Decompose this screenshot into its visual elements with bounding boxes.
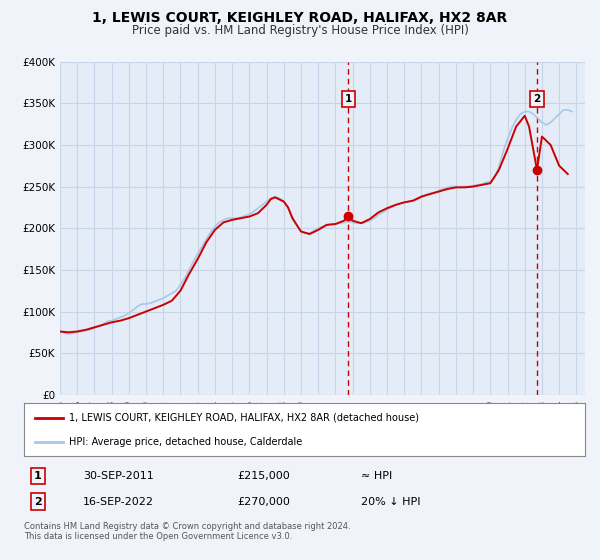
Text: 1, LEWIS COURT, KEIGHLEY ROAD, HALIFAX, HX2 8AR: 1, LEWIS COURT, KEIGHLEY ROAD, HALIFAX, … (92, 11, 508, 25)
Text: Contains HM Land Registry data © Crown copyright and database right 2024.
This d: Contains HM Land Registry data © Crown c… (24, 522, 350, 542)
Text: 20% ↓ HPI: 20% ↓ HPI (361, 497, 420, 507)
Text: 1, LEWIS COURT, KEIGHLEY ROAD, HALIFAX, HX2 8AR (detached house): 1, LEWIS COURT, KEIGHLEY ROAD, HALIFAX, … (69, 413, 419, 423)
Text: 16-SEP-2022: 16-SEP-2022 (83, 497, 154, 507)
Text: HPI: Average price, detached house, Calderdale: HPI: Average price, detached house, Cald… (69, 437, 302, 447)
Text: Price paid vs. HM Land Registry's House Price Index (HPI): Price paid vs. HM Land Registry's House … (131, 24, 469, 37)
Text: 1: 1 (34, 470, 42, 480)
Text: £215,000: £215,000 (237, 470, 290, 480)
Text: 2: 2 (34, 497, 42, 507)
Text: 2: 2 (533, 94, 541, 104)
Text: 1: 1 (344, 94, 352, 104)
Text: £270,000: £270,000 (237, 497, 290, 507)
Text: ≈ HPI: ≈ HPI (361, 470, 392, 480)
Text: 30-SEP-2011: 30-SEP-2011 (83, 470, 154, 480)
